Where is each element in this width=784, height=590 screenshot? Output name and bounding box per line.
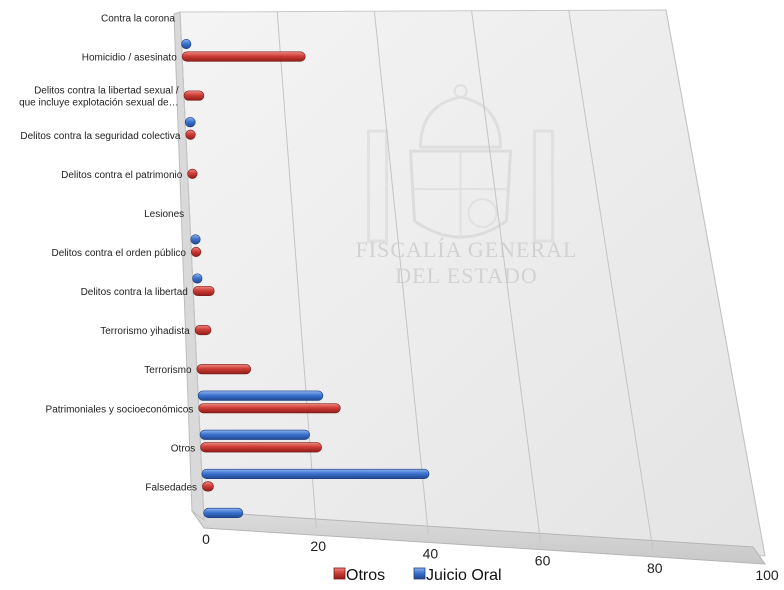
legend: Otros Juicio Oral (333, 567, 502, 584)
legend-label: Juicio Oral (426, 567, 502, 584)
category-label: Patrimoniales y socioeconómicos (46, 404, 194, 415)
category-label: Delitos contra el patrimonio (61, 170, 183, 181)
plot-background (173, 9, 767, 565)
category-label: Delitos contra la libertad (81, 287, 188, 298)
category-label: Terrorismo (144, 365, 192, 376)
legend-label: Otros (346, 567, 385, 584)
category-label: Homicidio / asesinato (82, 53, 177, 64)
bar-juicio-oral (192, 273, 203, 284)
bar-otros (200, 442, 322, 453)
watermark-text: FISCALÍA GENERAL (356, 237, 578, 262)
x-tick-label: 0 (202, 531, 210, 547)
legend-swatch (413, 567, 426, 580)
category-label: Delitos contra la libertad sexual / que i… (19, 86, 179, 109)
category-label: Contra la corona (101, 14, 175, 25)
bar-otros (191, 246, 202, 257)
bar-otros (194, 325, 212, 336)
watermark-text: DEL ESTADO (395, 263, 537, 288)
bar-otros (183, 90, 205, 101)
category-label: Lesiones (144, 209, 184, 220)
bar-otros (198, 403, 341, 414)
gridline (373, 11, 429, 535)
category-label: Delitos contra la seguridad colectiva (20, 131, 181, 142)
x-tick-label: 100 (755, 567, 779, 583)
plot-floor (190, 510, 767, 565)
bar-juicio-oral (201, 468, 430, 479)
bars (181, 38, 430, 519)
x-tick-label: 60 (535, 553, 551, 569)
bar-otros (185, 129, 196, 140)
bar-juicio-oral (190, 234, 201, 245)
gridline (471, 10, 542, 542)
bar-juicio-oral (181, 38, 192, 50)
gridline (568, 10, 654, 549)
bar-otros (181, 51, 306, 62)
category-label: Terrorismo yihadista (100, 326, 190, 337)
category-labels: Contra la corona Homicidio / asesinato Del… (19, 14, 197, 494)
category-label: Delitos contra el orden público (51, 248, 186, 259)
bar-otros (192, 285, 215, 297)
gridline (665, 9, 766, 557)
x-tick-label: 40 (423, 545, 439, 561)
bar-otros (202, 481, 214, 492)
x-tick-label: 20 (310, 538, 326, 554)
bar-juicio-oral (184, 117, 196, 128)
legend-swatch (333, 567, 346, 580)
bar-juicio-oral (197, 390, 324, 401)
category-label: Falsedades (145, 482, 197, 493)
x-axis-ticks: 0 20 40 60 80 100 (202, 531, 779, 583)
gridline (276, 11, 317, 528)
emblem-crest-icon (367, 84, 555, 243)
bar-otros (187, 168, 198, 179)
bar-juicio-oral (203, 507, 244, 519)
x-tick-label: 80 (647, 560, 663, 576)
bar-juicio-oral (199, 429, 310, 440)
category-label: Otros (171, 443, 195, 454)
bar-otros (196, 364, 252, 375)
